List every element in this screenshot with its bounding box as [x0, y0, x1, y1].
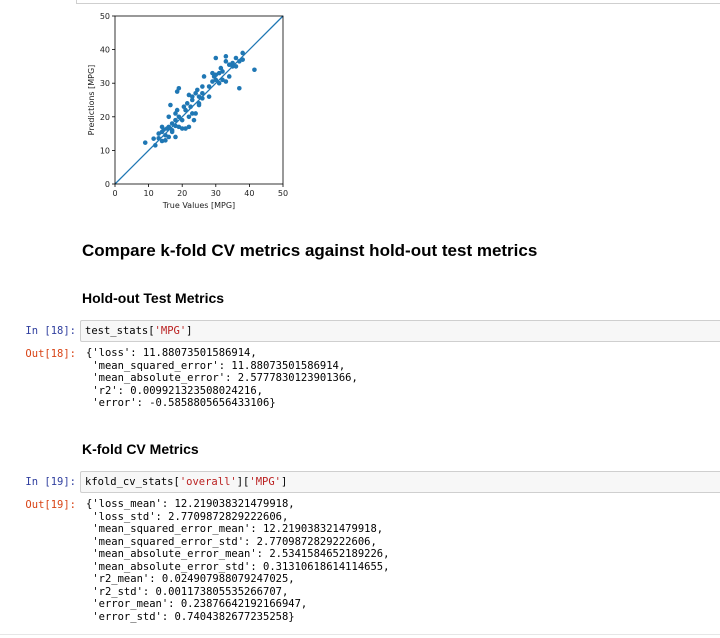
data-point — [183, 107, 188, 113]
data-point — [201, 74, 207, 79]
previous-cell-border — [76, 0, 720, 4]
data-point — [173, 117, 178, 123]
x-tick-label: 40 — [244, 189, 254, 198]
output-prompt-19: Out[19]: — [25, 499, 76, 511]
data-point — [237, 85, 242, 91]
scatter-plot: 0 10 20 30 40 50 0 10 20 30 40 50 True Values [MPG] P… — [87, 12, 288, 210]
data-point — [233, 64, 239, 69]
y-tick-label: 10 — [100, 146, 110, 155]
x-tick-label: 0 — [112, 189, 117, 198]
data-point — [213, 77, 219, 83]
data-point — [174, 107, 180, 113]
plot-frame — [114, 15, 284, 185]
data-point — [240, 57, 245, 62]
data-point — [184, 101, 190, 106]
data-point — [206, 84, 212, 89]
code-text: kfold_cv_stats[ — [85, 476, 180, 488]
section-heading-compare: Compare k-fold CV metrics against hold-o… — [82, 241, 538, 260]
cell-output-19: {'loss_mean': 12.219038321479918, 'loss_… — [86, 498, 390, 623]
data-point — [189, 97, 195, 103]
data-point — [151, 136, 156, 141]
y-tick-label: 50 — [100, 12, 110, 21]
data-point — [166, 124, 172, 130]
data-point — [189, 94, 195, 99]
y-tick-label: 0 — [105, 180, 110, 189]
data-point — [186, 114, 192, 120]
data-point — [188, 104, 193, 110]
code-text: ][ — [236, 476, 250, 488]
y-tick-label: 20 — [100, 113, 110, 122]
y-axis-label: Predictions [MPG] — [87, 65, 96, 136]
data-point — [166, 114, 172, 120]
data-point — [193, 111, 198, 116]
data-point — [230, 64, 235, 69]
data-point — [223, 54, 229, 59]
section-heading-kfold: K-fold CV Metrics — [82, 441, 199, 457]
data-point — [173, 134, 178, 140]
data-point — [189, 111, 195, 116]
x-tick-label: 10 — [144, 189, 154, 198]
data-point — [191, 117, 197, 123]
code-text: test_stats[ — [85, 325, 155, 337]
data-point — [176, 114, 182, 120]
x-tick-label: 50 — [278, 189, 288, 198]
data-point — [206, 94, 212, 99]
y-tick-label: 40 — [100, 46, 110, 55]
code-text: ] — [281, 476, 288, 488]
data-point — [200, 96, 205, 101]
data-point — [230, 60, 235, 66]
data-point — [252, 67, 257, 73]
identity-line — [114, 15, 284, 185]
data-point — [142, 140, 148, 145]
data-point — [223, 79, 229, 84]
code-string: 'overall' — [179, 476, 237, 488]
data-point — [168, 102, 173, 108]
y-tick-label: 30 — [100, 79, 110, 88]
data-point — [179, 117, 185, 123]
input-prompt-18: In [18]: — [25, 325, 76, 337]
data-point — [186, 124, 192, 130]
code-cell-input-18[interactable]: test_stats['MPG'] — [80, 320, 720, 342]
code-text: ] — [186, 325, 193, 337]
x-axis-label: True Values [MPG] — [162, 201, 235, 210]
data-point — [196, 102, 202, 108]
x-tick-label: 30 — [211, 189, 221, 198]
data-point — [200, 90, 205, 96]
data-point — [156, 136, 161, 141]
data-point — [163, 138, 168, 143]
x-tick-label: 20 — [177, 189, 187, 198]
code-cell-input-19[interactable]: kfold_cv_stats['overall']['MPG'] — [80, 471, 720, 493]
data-point — [179, 126, 185, 131]
data-point — [169, 129, 175, 135]
data-point — [233, 55, 239, 61]
data-point — [220, 69, 225, 74]
data-point — [195, 87, 200, 93]
data-point — [153, 143, 158, 148]
cell-output-18: {'loss': 11.88073501586914, 'mean_square… — [86, 347, 358, 409]
data-point — [216, 80, 222, 86]
input-prompt-19: In [19]: — [25, 476, 76, 488]
code-string: 'MPG' — [154, 325, 187, 337]
data-point — [226, 74, 232, 79]
data-point — [169, 121, 175, 126]
data-point — [240, 50, 245, 56]
section-heading-holdout: Hold-out Test Metrics — [82, 290, 225, 306]
data-point — [200, 84, 205, 89]
data-point — [223, 59, 229, 64]
cell-divider — [0, 634, 720, 635]
data-point — [213, 55, 219, 61]
output-prompt-18: Out[18]: — [25, 348, 76, 360]
data-point — [176, 85, 182, 91]
data-point — [166, 134, 172, 140]
code-string: 'MPG' — [249, 476, 281, 488]
